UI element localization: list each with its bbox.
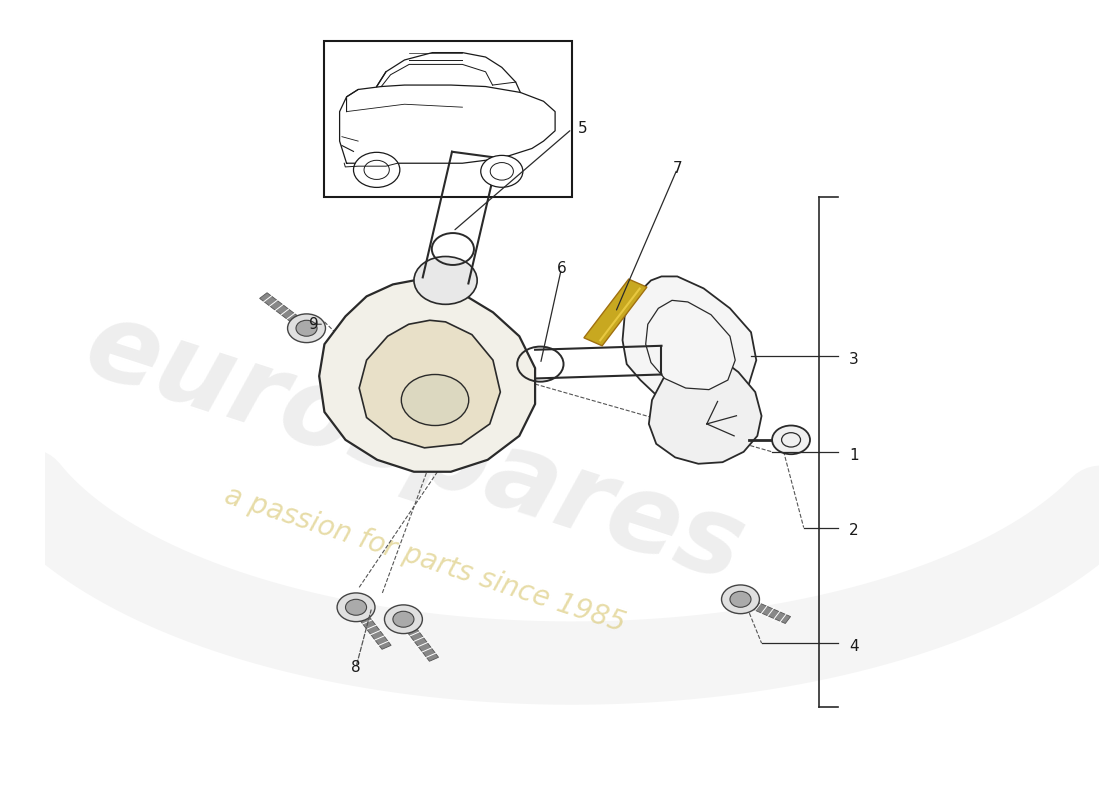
- Text: 8: 8: [351, 659, 361, 674]
- Text: a passion for parts since 1985: a passion for parts since 1985: [221, 482, 628, 638]
- Circle shape: [393, 611, 414, 627]
- Bar: [324, 42, 572, 197]
- Polygon shape: [260, 293, 310, 331]
- Polygon shape: [584, 279, 647, 346]
- Circle shape: [414, 257, 477, 304]
- Circle shape: [353, 152, 399, 187]
- Circle shape: [722, 585, 759, 614]
- Text: 1: 1: [849, 447, 859, 462]
- Polygon shape: [646, 300, 735, 390]
- Polygon shape: [649, 348, 761, 464]
- Text: eurospares: eurospares: [72, 291, 757, 604]
- Text: 9: 9: [309, 317, 319, 332]
- Text: 5: 5: [578, 122, 587, 137]
- Polygon shape: [738, 596, 791, 623]
- Polygon shape: [352, 606, 392, 650]
- Circle shape: [772, 426, 810, 454]
- Text: 2: 2: [849, 523, 859, 538]
- Text: 4: 4: [849, 639, 859, 654]
- Polygon shape: [360, 320, 500, 448]
- Circle shape: [337, 593, 375, 622]
- Circle shape: [296, 320, 317, 336]
- Circle shape: [345, 599, 366, 615]
- Circle shape: [730, 591, 751, 607]
- Polygon shape: [623, 277, 757, 412]
- Text: 3: 3: [849, 352, 859, 367]
- Polygon shape: [399, 618, 439, 662]
- Circle shape: [402, 374, 469, 426]
- Text: 6: 6: [557, 261, 566, 276]
- Circle shape: [287, 314, 326, 342]
- Circle shape: [385, 605, 422, 634]
- Circle shape: [481, 155, 522, 187]
- Text: 7: 7: [672, 162, 682, 176]
- Polygon shape: [319, 281, 535, 472]
